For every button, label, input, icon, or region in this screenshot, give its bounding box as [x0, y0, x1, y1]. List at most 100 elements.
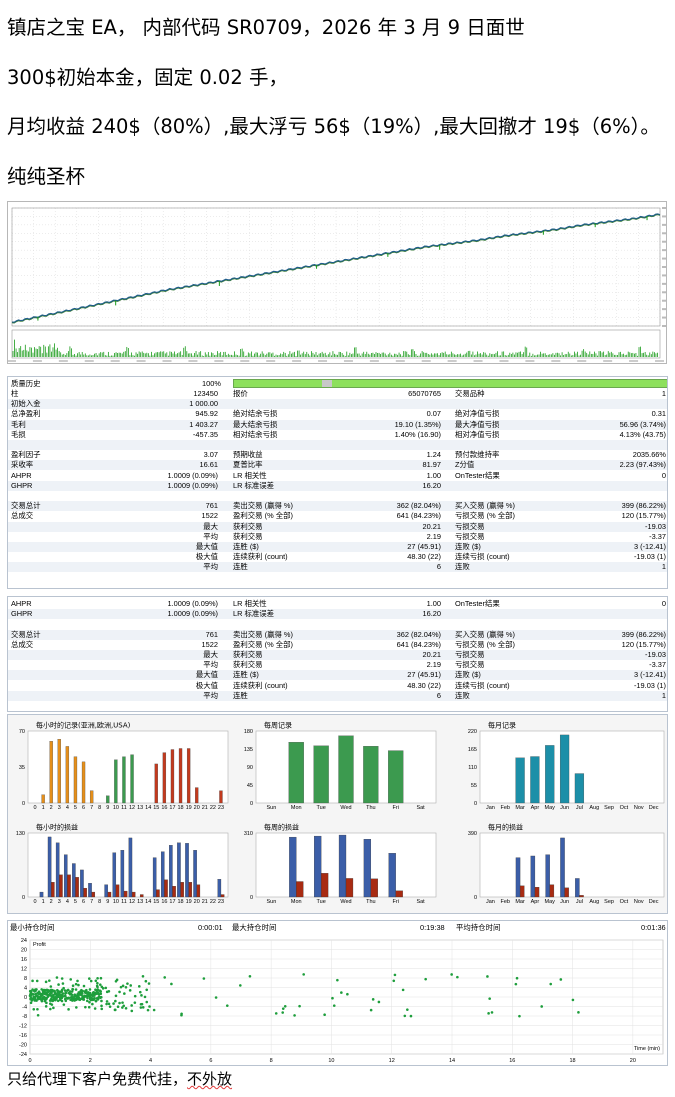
equity-line [11, 213, 661, 323]
stats-row: 平均 获利交易 2.19 亏损交易 -3.37 [8, 532, 667, 542]
scatter-point [34, 992, 37, 996]
stats-label: 极大值 [195, 552, 218, 562]
date-tick-mark [369, 360, 379, 362]
scatter-point [331, 996, 334, 1000]
bar [388, 750, 404, 804]
quality-value: 100% [202, 379, 221, 388]
stats-value: -3.37 [649, 660, 666, 670]
scatter-point [112, 1002, 115, 1005]
stats-row: 柱 123450 报价 65070765 交易品种 1 [8, 389, 667, 399]
x-tick-label: Wed [340, 899, 351, 905]
x-tick-label: Oct [620, 805, 629, 811]
stats-label: 柱 [11, 389, 19, 398]
x-tick-label: 3 [58, 899, 61, 905]
scatter-point [281, 1007, 285, 1010]
headline-line-2: 300$初始本金，固定 0.02 手， [7, 66, 288, 89]
footer-suffix: 不外放 [187, 1070, 233, 1088]
x-axis-label: Time (min) [634, 1046, 660, 1052]
headline-line-4: 纯纯圣杯 [7, 165, 86, 188]
x-tick-label: 22 [210, 805, 216, 811]
x-tick-label: 6 [82, 899, 85, 905]
footer-prefix: 只给代理下客户免费代挂， [7, 1070, 188, 1088]
scatter-point [239, 984, 242, 987]
equity-chart [8, 207, 666, 362]
bar-chart-frame [479, 832, 665, 898]
bar [288, 742, 304, 804]
scatter-point [82, 984, 86, 988]
scatter-point [144, 979, 148, 983]
date-tick-mark [84, 360, 94, 362]
date-tick-mark [629, 360, 639, 362]
scatter-point [559, 978, 563, 981]
stats-label: 最大 [203, 521, 218, 531]
stats-value: 1 [661, 562, 666, 572]
stats-value: 16.20 [422, 480, 442, 490]
y-axis-label: Profit [33, 942, 46, 948]
bar [530, 756, 540, 804]
stats-label: 连胜 [233, 690, 248, 700]
x-tick-label: 8 [98, 805, 101, 811]
scatter-point [377, 1000, 381, 1004]
y-tick-label: 390 [468, 831, 477, 837]
x-tick-label: 9 [106, 899, 109, 905]
stats-row: 极大值 连续获利 (count) 48.30 (22) 连续亏损 (count) -19… [8, 552, 667, 562]
x-tick-label: Sat [416, 805, 425, 811]
scatter-point [100, 1004, 103, 1008]
bar-profit [388, 853, 396, 898]
scatter-point [73, 993, 77, 996]
x-tick-label: Wed [340, 805, 351, 811]
date-tick-mark [603, 360, 613, 362]
scatter-point [50, 1003, 54, 1006]
scatter-point [406, 1008, 409, 1011]
bar [195, 787, 199, 804]
stats-value: 20.21 [422, 521, 442, 531]
scatter-point [75, 1006, 78, 1009]
x-tick-label: 18 [570, 1058, 576, 1064]
stats-label: 预期收益 [233, 450, 263, 460]
x-tick-label: 17 [169, 899, 175, 905]
scatter-point [143, 995, 147, 999]
y-tick-label: 310 [244, 831, 253, 837]
stats-label: 连续亏损 (count) [455, 552, 510, 562]
stats-panel-1: 质量历史 100% 柱 123450 报价 65070765 交易品种 1 初始入金 1 00… [7, 376, 668, 589]
stats-label: 连续获利 (count) [233, 552, 288, 562]
axis-tick-mark [662, 274, 666, 277]
holding-time-row: 最小持仓时间 0:00:01 最大持仓时间 0:19:38 平均持仓时间 0:0… [8, 923, 667, 933]
scatter-point [148, 1005, 151, 1008]
stats-row-stripe [8, 460, 667, 471]
stats-panel-2: AHPR 1.0009 (0.09%) LR 相关性 1.00 OnTester结果 0 G… [7, 596, 668, 712]
bar-loss [59, 874, 63, 898]
bar [545, 745, 555, 804]
scatter-point [89, 979, 93, 983]
scatter-point [146, 1008, 150, 1012]
x-tick-label: 2 [50, 805, 53, 811]
x-tick-label: 4 [66, 899, 69, 905]
scatter-point [91, 1002, 94, 1006]
stats-row-stripe [8, 609, 667, 620]
scatter-point [486, 975, 489, 978]
date-tick-mark [499, 360, 509, 362]
scatter-point [70, 996, 73, 999]
bar [178, 748, 183, 804]
scatter-point [107, 1002, 111, 1006]
bar-profit [63, 854, 68, 898]
bar-loss [180, 882, 184, 898]
stats-value: 1.00 [426, 599, 441, 608]
scatter-point [99, 995, 103, 999]
stats-row: 毛损 -457.35 相对结余亏损 1.40% (16.90) 相对净值亏损 4.13% … [8, 430, 667, 440]
bar-loss [196, 884, 201, 898]
y-tick-label: 180 [244, 729, 253, 735]
scatter-point [44, 1005, 48, 1008]
scatter-point [39, 993, 43, 997]
scatter-point [119, 985, 123, 989]
scatter-point [392, 979, 396, 983]
stats-label: LR 标准误差 [233, 480, 275, 490]
scatter-point [85, 999, 89, 1003]
stats-label: 连胜 ($) [233, 670, 259, 680]
scatter-point [86, 991, 89, 994]
stats-row-stripe [8, 690, 667, 701]
date-tick-mark [240, 360, 250, 362]
scatter-point [114, 994, 118, 998]
scatter-point [107, 989, 111, 993]
scatter-point [108, 1005, 112, 1008]
